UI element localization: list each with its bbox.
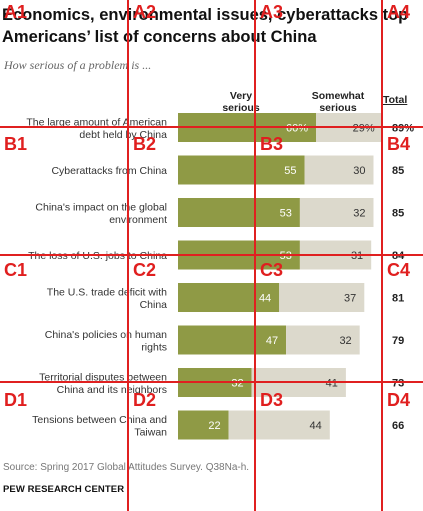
value-label-somewhat-serious: 32 bbox=[353, 208, 365, 220]
bar-somewhat-serious bbox=[304, 155, 374, 185]
category-label: China's policies on human rights bbox=[45, 329, 167, 354]
value-label-somewhat-serious: 29% bbox=[353, 123, 375, 135]
column-header-somewhat-serious: Somewhat serious bbox=[311, 90, 365, 114]
category-label: China's impact on the global environment bbox=[35, 201, 167, 226]
value-label-somewhat-serious: 30 bbox=[353, 165, 365, 177]
total-label: 73 bbox=[392, 378, 404, 390]
bar-very-serious bbox=[178, 325, 287, 355]
value-label-very-serious: 32 bbox=[231, 378, 243, 390]
value-label-somewhat-serious: 37 bbox=[344, 293, 356, 305]
bar-very-serious bbox=[178, 198, 300, 227]
total-label: 79 bbox=[392, 335, 404, 347]
value-label-somewhat-serious: 41 bbox=[326, 378, 338, 390]
value-label-very-serious: 22 bbox=[208, 420, 220, 432]
column-header-very-serious: Very serious bbox=[222, 90, 260, 114]
total-label: 84 bbox=[392, 250, 405, 262]
chart-title: Economics, environmental issues, cyberat… bbox=[2, 6, 409, 46]
bar-somewhat-serious bbox=[228, 410, 330, 440]
total-label: 85 bbox=[392, 165, 404, 177]
bar-very-serious bbox=[178, 410, 229, 440]
value-label-somewhat-serious: 44 bbox=[310, 420, 322, 432]
value-label-somewhat-serious: 31 bbox=[351, 250, 363, 262]
category-label: Cyberattacks from China bbox=[51, 165, 167, 177]
total-label: 81 bbox=[392, 293, 404, 305]
column-header-total: Total bbox=[383, 94, 408, 106]
category-label: The loss of U.S. jobs to China bbox=[28, 250, 167, 262]
category-label: Tensions between China and Taiwan bbox=[32, 414, 167, 439]
bar-somewhat-serious bbox=[286, 325, 360, 355]
value-label-very-serious: 47 bbox=[266, 335, 278, 347]
chart-subtitle: How serious of a problem is ... bbox=[4, 58, 152, 72]
value-label-very-serious: 44 bbox=[259, 293, 271, 305]
category-label: The large amount of American debt held by… bbox=[26, 116, 167, 141]
value-label-very-serious: 53 bbox=[280, 208, 292, 220]
bar-somewhat-serious bbox=[299, 198, 374, 227]
value-label-very-serious: 60% bbox=[286, 123, 308, 135]
total-label: 85 bbox=[392, 208, 404, 220]
value-label-very-serious: 55 bbox=[284, 165, 296, 177]
total-label: 89% bbox=[392, 123, 414, 135]
source-note: Source: Spring 2017 Global Attitudes Sur… bbox=[3, 462, 250, 473]
category-label: The U.S. trade deficit with China bbox=[47, 286, 167, 311]
bar-somewhat-serious bbox=[279, 283, 365, 312]
bar-very-serious bbox=[178, 155, 305, 185]
total-label: 66 bbox=[392, 420, 404, 432]
org-credit: PEW RESEARCH CENTER bbox=[3, 484, 125, 495]
value-label-somewhat-serious: 32 bbox=[339, 335, 351, 347]
value-label-very-serious: 53 bbox=[280, 250, 292, 262]
category-label: Territorial disputes between China and it… bbox=[39, 371, 167, 396]
bar-very-serious bbox=[178, 283, 280, 312]
